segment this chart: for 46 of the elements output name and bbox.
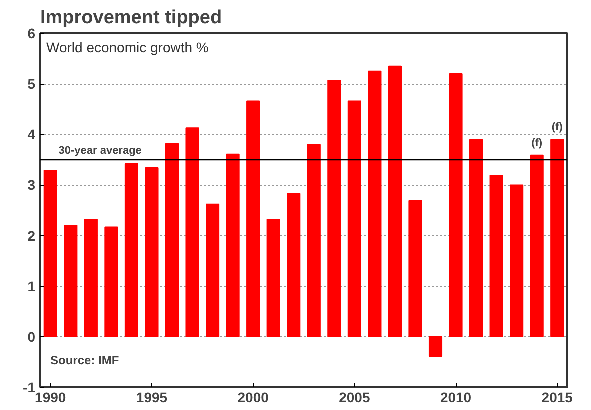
bar	[165, 143, 180, 338]
x-tick-label: 2015	[542, 390, 574, 406]
bar	[246, 100, 260, 338]
bar	[186, 128, 200, 338]
annotation: (f)	[532, 137, 543, 150]
bar	[530, 154, 544, 338]
bar	[368, 70, 382, 338]
bar	[550, 139, 564, 338]
bar	[266, 219, 280, 338]
y-tick-label: 0	[28, 328, 36, 345]
y-tick-label: -1	[23, 380, 36, 396]
annotation: Source: IMF	[50, 354, 120, 368]
y-tick-label: 4	[28, 126, 36, 143]
y-tick-label: 6	[28, 26, 36, 42]
bar	[388, 66, 402, 338]
x-tick-label: 1995	[136, 390, 168, 406]
bar	[328, 80, 342, 338]
chart-title: Improvement tipped	[40, 8, 222, 28]
y-tick-label: 1	[28, 278, 36, 294]
bar	[206, 204, 220, 338]
x-tick-label: 2010	[440, 390, 472, 406]
bar	[408, 200, 422, 338]
bar	[307, 144, 321, 338]
bar	[449, 73, 463, 338]
bar	[226, 154, 240, 338]
bar	[470, 139, 484, 338]
x-tick-label: 2000	[238, 390, 270, 406]
y-tick-label: 2	[28, 228, 36, 244]
bar	[287, 193, 301, 338]
bar	[64, 225, 78, 338]
bar	[510, 184, 524, 338]
bar	[428, 336, 443, 358]
bar	[44, 170, 58, 338]
x-tick-label: 1990	[35, 390, 66, 406]
x-tick-label: 2005	[339, 390, 370, 406]
bar	[145, 168, 159, 338]
bar	[104, 226, 118, 338]
bar	[124, 163, 138, 338]
y-tick-label: 5	[28, 76, 36, 92]
chart-subtitle: World economic growth %	[46, 40, 209, 56]
annotation: (f)	[552, 122, 564, 134]
bar	[348, 100, 362, 338]
bar	[84, 219, 98, 338]
bar	[490, 175, 504, 338]
ref-line-label: 30-year average	[58, 144, 142, 157]
y-tick-label: 3	[28, 177, 36, 194]
